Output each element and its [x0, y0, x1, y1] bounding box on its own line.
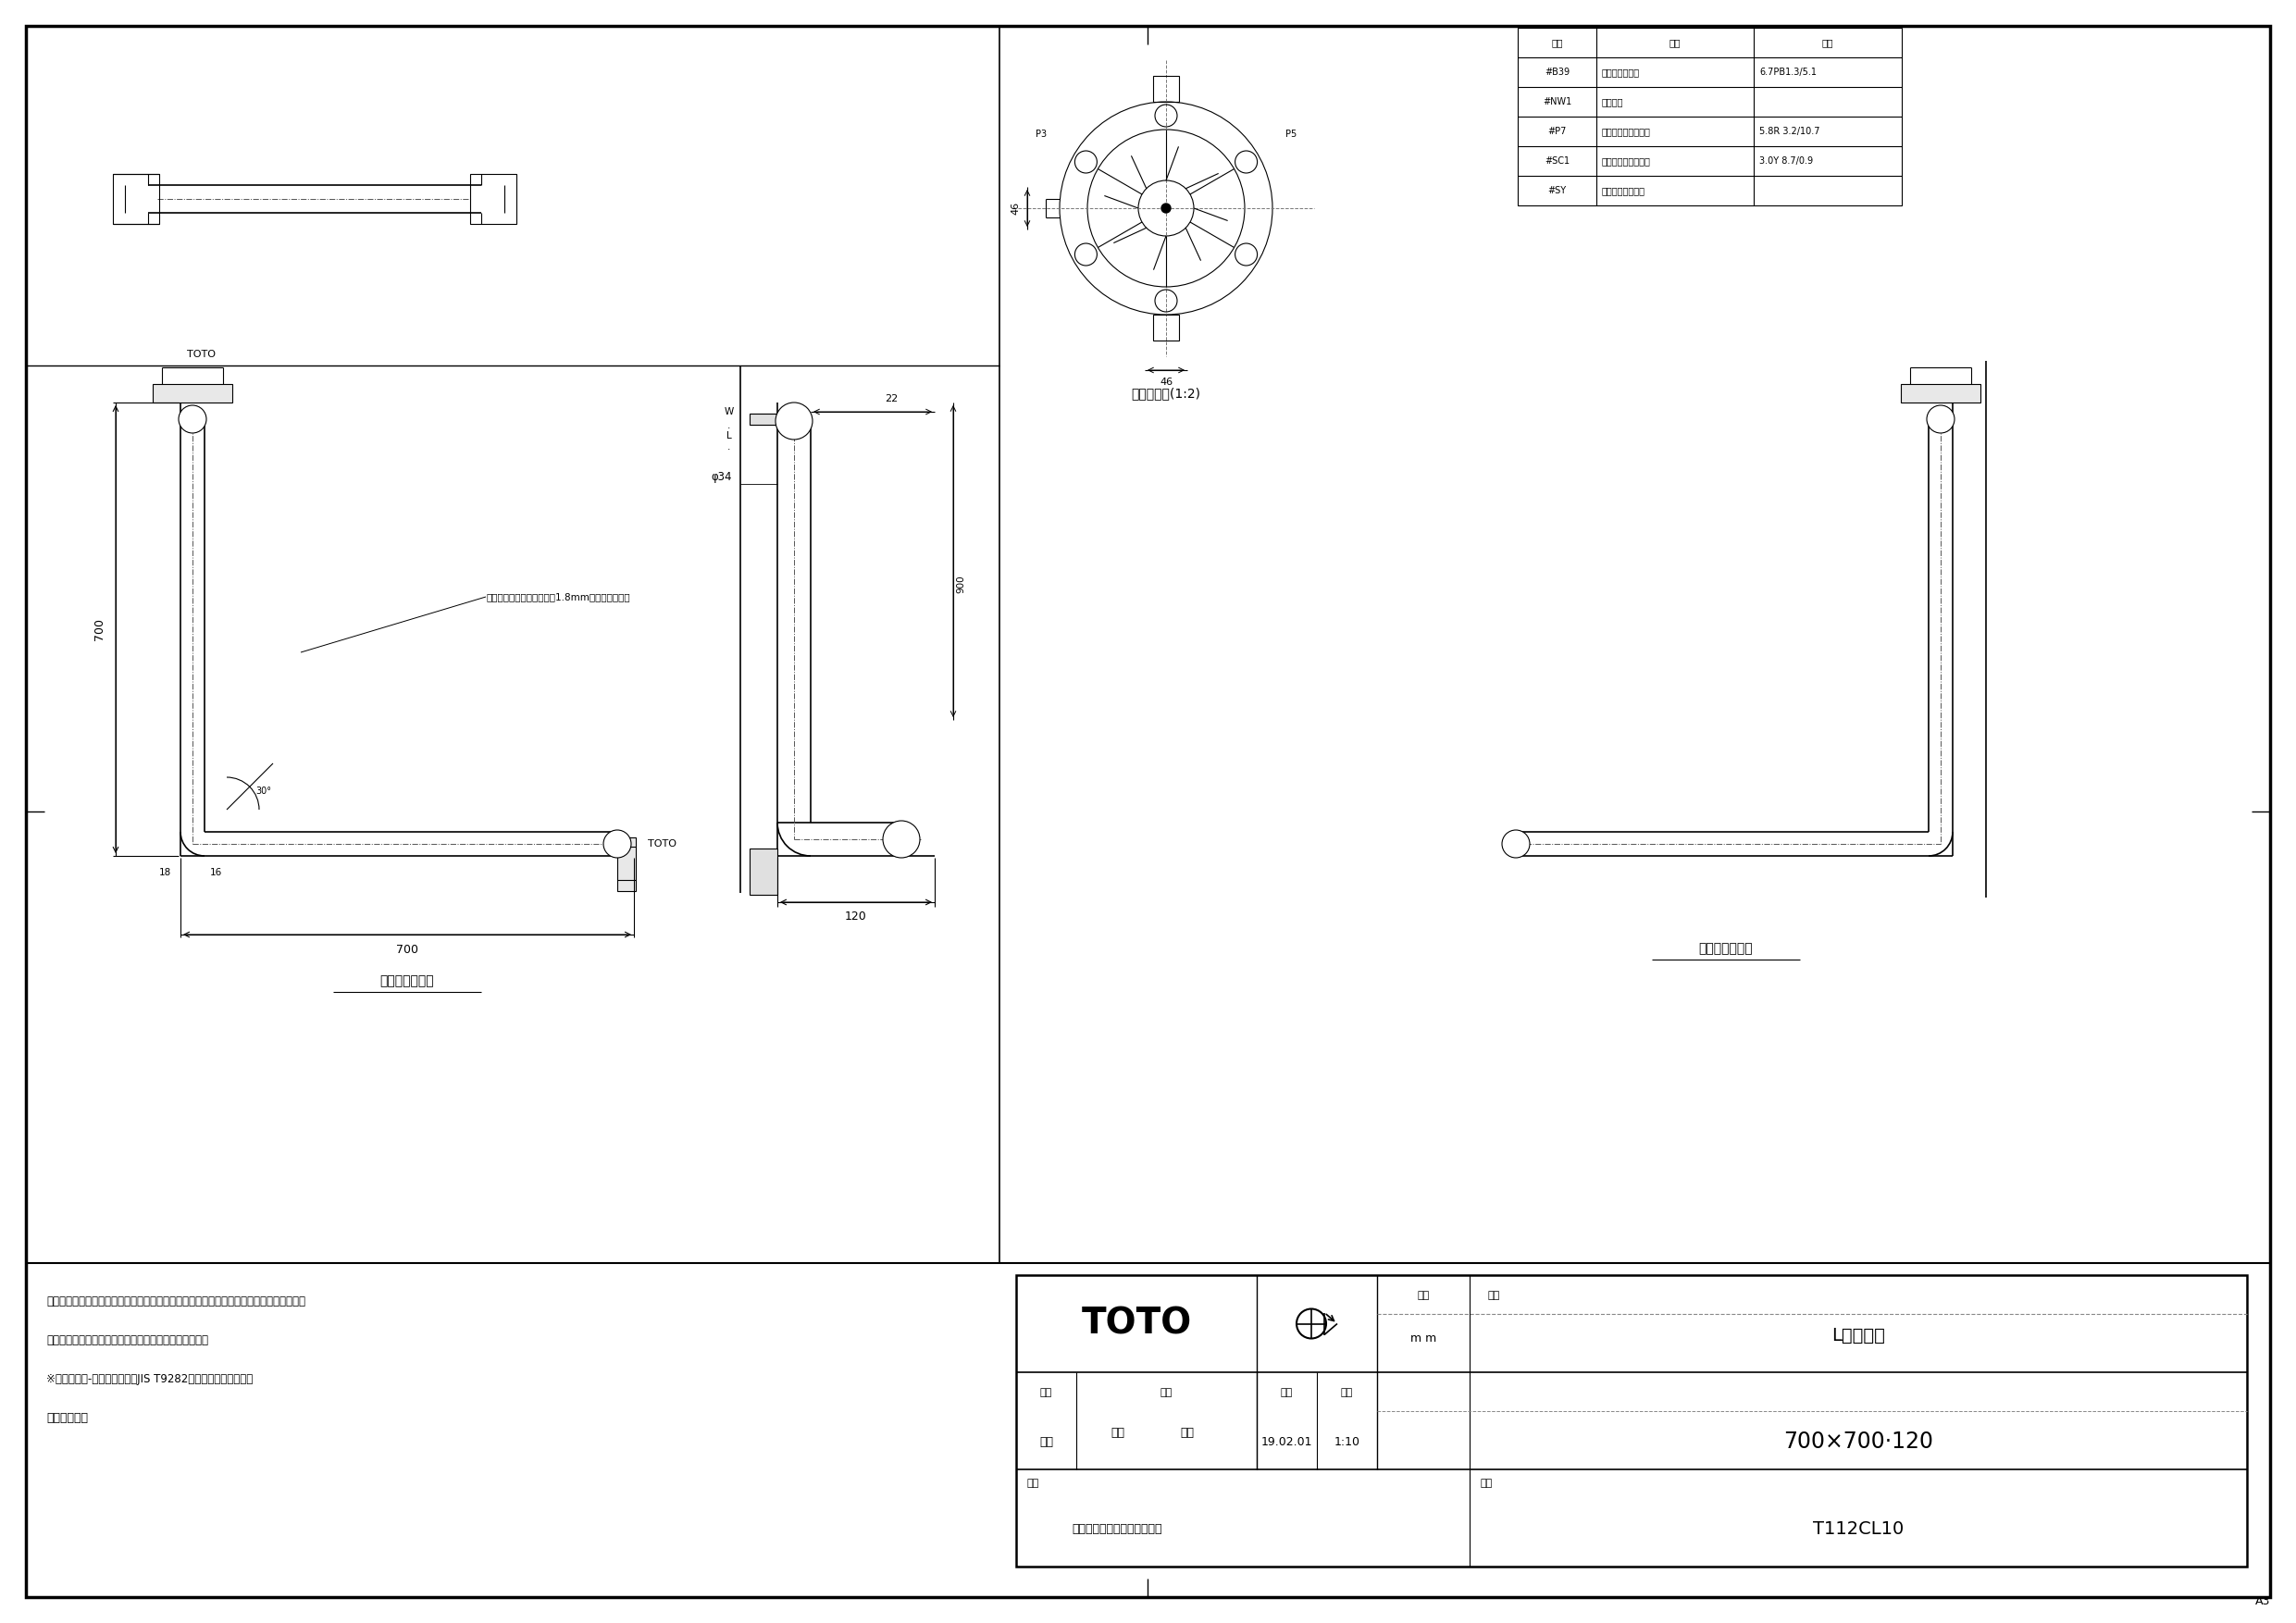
Text: 700×700·120: 700×700·120: [1784, 1430, 1933, 1453]
Text: ディープブルー: ディープブルー: [1603, 68, 1639, 76]
Text: #SC1: #SC1: [1545, 156, 1570, 166]
Text: 材質：ステンレスの表面に軟質塗化ビニール樹脆を被覆: 材質：ステンレスの表面に軟質塗化ビニール樹脆を被覆: [46, 1334, 209, 1347]
Bar: [471, 174, 517, 224]
Text: 名称: 名称: [1488, 1290, 1499, 1300]
Text: 単位: 単位: [1417, 1290, 1430, 1300]
Text: 図番: 図番: [1481, 1479, 1492, 1488]
Circle shape: [179, 406, 207, 433]
Text: 19.02.01: 19.02.01: [1261, 1436, 1313, 1448]
Circle shape: [776, 403, 813, 440]
Bar: [618, 837, 636, 891]
Text: 備考: 備考: [1026, 1479, 1040, 1488]
Text: #NW1: #NW1: [1543, 97, 1570, 107]
Circle shape: [1162, 203, 1171, 213]
Text: .: .: [728, 443, 730, 451]
Text: 30°: 30°: [255, 787, 271, 795]
Text: W: W: [726, 407, 735, 417]
Text: 3.0Y 8.7/0.9: 3.0Y 8.7/0.9: [1759, 156, 1814, 166]
Circle shape: [1502, 829, 1529, 859]
Text: 色番: 色番: [1552, 37, 1564, 47]
Bar: [113, 174, 158, 224]
Text: 700: 700: [397, 943, 418, 956]
Bar: [154, 385, 232, 403]
Text: 1:10: 1:10: [1334, 1436, 1359, 1448]
Text: 700: 700: [94, 618, 106, 641]
Text: L: L: [726, 432, 732, 440]
Text: #B39: #B39: [1545, 68, 1570, 76]
Circle shape: [884, 821, 921, 859]
Text: ホワイト: ホワイト: [1603, 97, 1623, 107]
Bar: [748, 414, 778, 425]
Text: A3: A3: [2255, 1595, 2271, 1607]
Text: 手すりを取り付ける際は、施工方法にあった当社指定の固定金具を必ず使用してください: 手すりを取り付ける際は、施工方法にあった当社指定の固定金具を必ず使用してください: [46, 1295, 305, 1308]
Bar: [748, 849, 778, 894]
Bar: [1153, 76, 1180, 102]
Text: m m: m m: [1410, 1332, 1437, 1344]
Text: 日付: 日付: [1281, 1388, 1293, 1397]
Text: 22: 22: [884, 394, 898, 404]
Text: .: .: [728, 420, 730, 430]
Text: P5: P5: [1286, 130, 1297, 140]
Text: 右壁設置の場合: 右壁設置の場合: [1699, 941, 1754, 954]
Text: TOTO: TOTO: [188, 351, 216, 359]
Text: 記号: 記号: [1823, 37, 1835, 47]
Text: 18: 18: [158, 868, 172, 876]
Text: スマイルベージュ: スマイルベージュ: [1603, 187, 1646, 195]
Text: 左右勝手共通: 左右勝手共通: [46, 1412, 87, 1423]
Text: L型手すり: L型手すり: [1832, 1326, 1885, 1344]
Text: 6.7PB1.3/5.1: 6.7PB1.3/5.1: [1759, 68, 1816, 76]
Text: 防汚コーティング・抗菌仕様: 防汚コーティング・抗菌仕様: [1072, 1524, 1162, 1535]
Text: 佐藤: 佐藤: [1180, 1427, 1194, 1438]
Text: 中間支持部は遞部と比べと1.8mm偏心しています: 中間支持部は遞部と比べと1.8mm偏心しています: [487, 592, 629, 602]
Text: 製図: 製図: [1040, 1388, 1052, 1397]
Text: 900: 900: [955, 575, 964, 592]
Text: 5.8R 3.2/10.7: 5.8R 3.2/10.7: [1759, 127, 1821, 136]
Text: 取付座詳細(1:2): 取付座詳細(1:2): [1132, 386, 1201, 399]
Text: TOTO: TOTO: [647, 839, 675, 849]
Text: 46: 46: [1159, 378, 1173, 386]
Text: ※「福祉用具-固定形手すり（JIS T9282）」を満たしています: ※「福祉用具-固定形手すり（JIS T9282）」を満たしています: [46, 1373, 253, 1384]
Text: 46: 46: [1010, 201, 1019, 214]
Bar: [1153, 315, 1180, 341]
Text: 120: 120: [845, 911, 868, 922]
Text: 辺邉: 辺邉: [1040, 1436, 1054, 1448]
Text: φ34: φ34: [712, 471, 732, 482]
Text: T112CL10: T112CL10: [1814, 1521, 1903, 1539]
Text: パステルアイボリー: パステルアイボリー: [1603, 156, 1651, 166]
Text: 尺度: 尺度: [1341, 1388, 1352, 1397]
Text: 16: 16: [209, 868, 223, 876]
Text: TOTO: TOTO: [1081, 1307, 1192, 1341]
Bar: [1901, 385, 1981, 403]
Text: 検図: 検図: [1159, 1388, 1173, 1397]
Text: #P7: #P7: [1548, 127, 1566, 136]
Circle shape: [1926, 406, 1954, 433]
Text: アテンションレッド: アテンションレッド: [1603, 127, 1651, 136]
Bar: [1518, 28, 1901, 206]
Text: 安立: 安立: [1111, 1427, 1125, 1438]
Text: 左壁設置の場合: 左壁設置の場合: [381, 974, 434, 987]
Text: #SY: #SY: [1548, 187, 1566, 195]
Text: P3: P3: [1035, 130, 1047, 140]
Text: 色彩: 色彩: [1669, 37, 1681, 47]
Circle shape: [604, 829, 631, 859]
Bar: [1017, 1276, 2248, 1566]
